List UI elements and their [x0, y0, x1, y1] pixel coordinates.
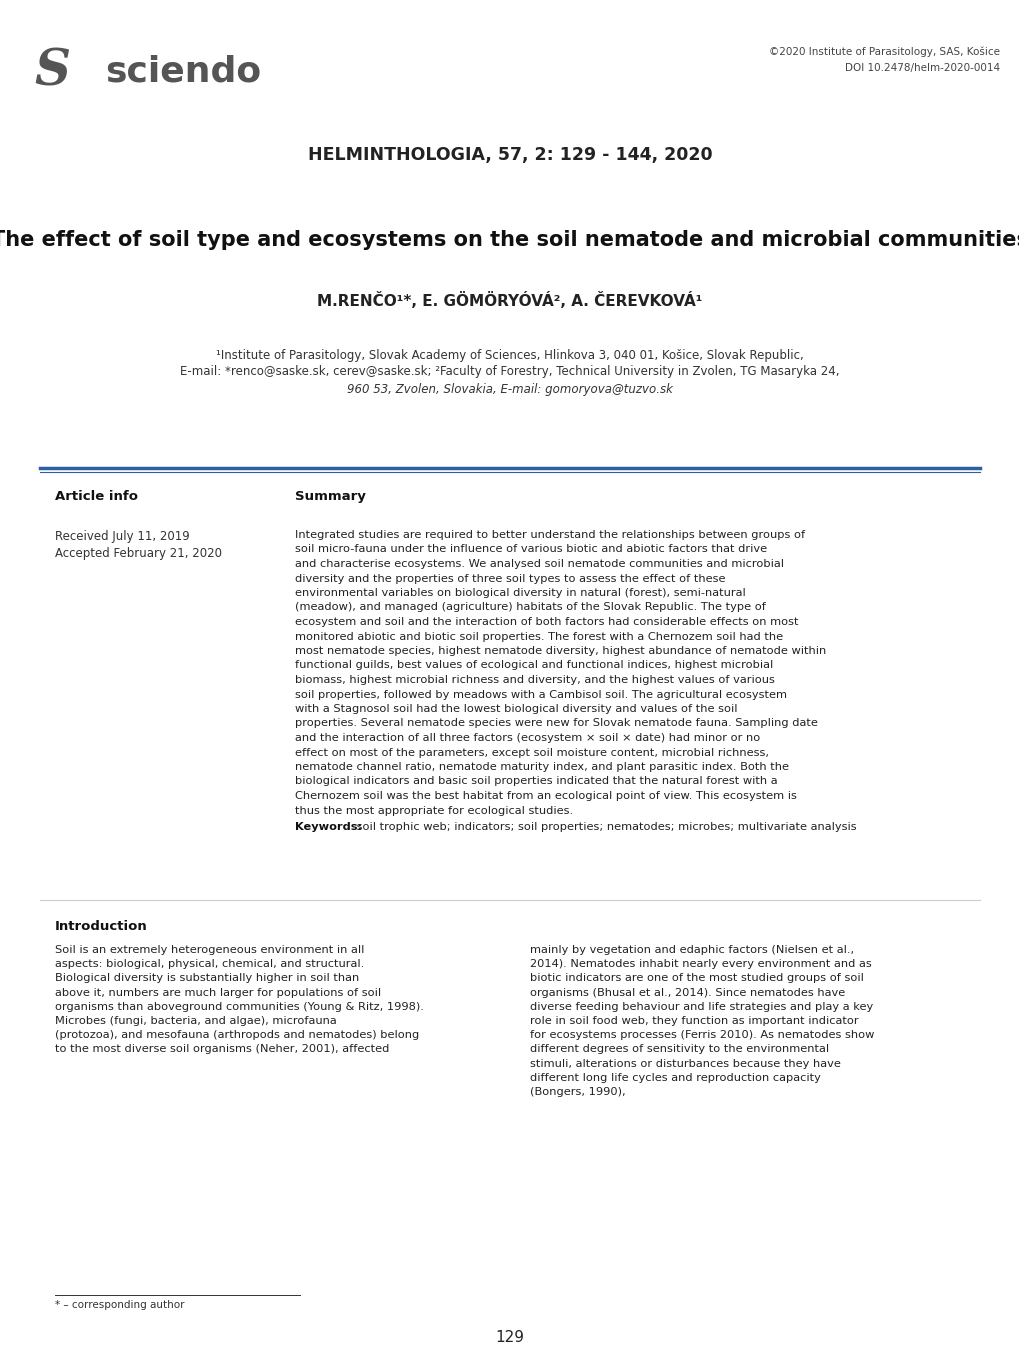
Text: ¹Institute of Parasitology, Slovak Academy of Sciences, Hlinkova 3, 040 01, Koši: ¹Institute of Parasitology, Slovak Acade…: [216, 348, 803, 361]
Text: Integrated studies are required to better understand the relationships between g: Integrated studies are required to bette…: [294, 530, 804, 540]
Text: Keywords:: Keywords:: [294, 822, 362, 832]
Text: aspects: biological, physical, chemical, and structural.: aspects: biological, physical, chemical,…: [55, 959, 364, 969]
Text: * – corresponding author: * – corresponding author: [55, 1301, 184, 1310]
Text: organisms (Bhusal et al., 2014). Since nematodes have: organisms (Bhusal et al., 2014). Since n…: [530, 988, 845, 998]
Text: environmental variables on biological diversity in natural (forest), semi-natura: environmental variables on biological di…: [294, 588, 745, 598]
Text: (meadow), and managed (agriculture) habitats of the Slovak Republic. The type of: (meadow), and managed (agriculture) habi…: [294, 602, 765, 613]
Text: effect on most of the parameters, except soil moisture content, microbial richne: effect on most of the parameters, except…: [294, 747, 768, 757]
Text: E-mail: *renco@saske.sk, cerev@saske.sk; ²Faculty of Forestry, Technical Univers: E-mail: *renco@saske.sk, cerev@saske.sk;…: [180, 366, 839, 379]
Text: for ecosystems processes (Ferris 2010). As nematodes show: for ecosystems processes (Ferris 2010). …: [530, 1030, 873, 1040]
Text: properties. Several nematode species were new for Slovak nematode fauna. Samplin: properties. Several nematode species wer…: [294, 719, 817, 728]
Text: (Bongers, 1990),: (Bongers, 1990),: [530, 1087, 625, 1097]
Text: organisms than aboveground communities (Young & Ritz, 1998).: organisms than aboveground communities (…: [55, 1002, 424, 1012]
Text: S: S: [34, 48, 70, 96]
Text: Article info: Article info: [55, 491, 138, 503]
Text: (protozoa), and mesofauna (arthropods and nematodes) belong: (protozoa), and mesofauna (arthropods an…: [55, 1030, 419, 1040]
Text: The effect of soil type and ecosystems on the soil nematode and microbial commun: The effect of soil type and ecosystems o…: [0, 230, 1019, 250]
Text: Introduction: Introduction: [55, 920, 148, 934]
Text: different long life cycles and reproduction capacity: different long life cycles and reproduct…: [530, 1072, 820, 1083]
Text: nematode channel ratio, nematode maturity index, and plant parasitic index. Both: nematode channel ratio, nematode maturit…: [294, 762, 789, 772]
Text: Chernozem soil was the best habitat from an ecological point of view. This ecosy: Chernozem soil was the best habitat from…: [294, 791, 796, 800]
Text: to the most diverse soil organisms (Neher, 2001), affected: to the most diverse soil organisms (Nehe…: [55, 1045, 389, 1055]
Text: Accepted February 21, 2020: Accepted February 21, 2020: [55, 548, 222, 560]
Text: ecosystem and soil and the interaction of both factors had considerable effects : ecosystem and soil and the interaction o…: [294, 617, 798, 626]
Text: ©2020 Institute of Parasitology, SAS, Košice: ©2020 Institute of Parasitology, SAS, Ko…: [768, 46, 999, 57]
Text: biological indicators and basic soil properties indicated that the natural fores: biological indicators and basic soil pro…: [294, 776, 776, 787]
Text: biotic indicators are one of the most studied groups of soil: biotic indicators are one of the most st…: [530, 973, 863, 984]
Text: with a Stagnosol soil had the lowest biological diversity and values of the soil: with a Stagnosol soil had the lowest bio…: [294, 704, 737, 713]
Text: biomass, highest microbial richness and diversity, and the highest values of var: biomass, highest microbial richness and …: [294, 675, 774, 685]
Text: soil micro-fauna under the influence of various biotic and abiotic factors that : soil micro-fauna under the influence of …: [294, 545, 766, 554]
Text: diverse feeding behaviour and life strategies and play a key: diverse feeding behaviour and life strat…: [530, 1002, 872, 1012]
Text: above it, numbers are much larger for populations of soil: above it, numbers are much larger for po…: [55, 988, 381, 998]
Text: thus the most appropriate for ecological studies.: thus the most appropriate for ecological…: [294, 806, 573, 815]
Text: diversity and the properties of three soil types to assess the effect of these: diversity and the properties of three so…: [294, 573, 725, 583]
Text: soil properties, followed by meadows with a Cambisol soil. The agricultural ecos: soil properties, followed by meadows wit…: [294, 689, 787, 700]
Text: Biological diversity is substantially higher in soil than: Biological diversity is substantially hi…: [55, 973, 359, 984]
Text: DOI 10.2478/helm-2020-0014: DOI 10.2478/helm-2020-0014: [844, 63, 999, 73]
Text: Microbes (fungi, bacteria, and algae), microfauna: Microbes (fungi, bacteria, and algae), m…: [55, 1017, 336, 1026]
Text: and characterise ecosystems. We analysed soil nematode communities and microbial: and characterise ecosystems. We analysed…: [294, 559, 784, 569]
Text: 960 53, Zvolen, Slovakia, E-mail: gomoryova@tuzvo.sk: 960 53, Zvolen, Slovakia, E-mail: gomory…: [346, 382, 673, 395]
Text: role in soil food web, they function as important indicator: role in soil food web, they function as …: [530, 1017, 858, 1026]
Text: sciendo: sciendo: [105, 54, 261, 88]
Text: mainly by vegetation and edaphic factors (Nielsen et al.,: mainly by vegetation and edaphic factors…: [530, 945, 853, 955]
Text: most nematode species, highest nematode diversity, highest abundance of nematode: most nematode species, highest nematode …: [294, 646, 825, 656]
Text: 129: 129: [495, 1330, 524, 1345]
Text: 2014). Nematodes inhabit nearly every environment and as: 2014). Nematodes inhabit nearly every en…: [530, 959, 871, 969]
Text: HELMINTHOLOGIA, 57, 2: 129 - 144, 2020: HELMINTHOLOGIA, 57, 2: 129 - 144, 2020: [308, 145, 711, 164]
Text: and the interaction of all three factors (ecosystem × soil × date) had minor or : and the interaction of all three factors…: [294, 733, 759, 743]
Text: monitored abiotic and biotic soil properties. The forest with a Chernozem soil h: monitored abiotic and biotic soil proper…: [294, 632, 783, 641]
Text: M.RENČO¹*, E. GÖMÖRYÓVÁ², A. ČEREVKOVÁ¹: M.RENČO¹*, E. GÖMÖRYÓVÁ², A. ČEREVKOVÁ¹: [317, 291, 702, 308]
Text: functional guilds, best values of ecological and functional indices, highest mic: functional guilds, best values of ecolog…: [294, 660, 772, 670]
Text: soil trophic web; indicators; soil properties; nematodes; microbes; multivariate: soil trophic web; indicators; soil prope…: [353, 822, 856, 832]
Text: Soil is an extremely heterogeneous environment in all: Soil is an extremely heterogeneous envir…: [55, 945, 364, 955]
Text: different degrees of sensitivity to the environmental: different degrees of sensitivity to the …: [530, 1045, 828, 1055]
Text: Summary: Summary: [294, 491, 366, 503]
Text: stimuli, alterations or disturbances because they have: stimuli, alterations or disturbances bec…: [530, 1059, 840, 1068]
Text: Received July 11, 2019: Received July 11, 2019: [55, 530, 190, 544]
